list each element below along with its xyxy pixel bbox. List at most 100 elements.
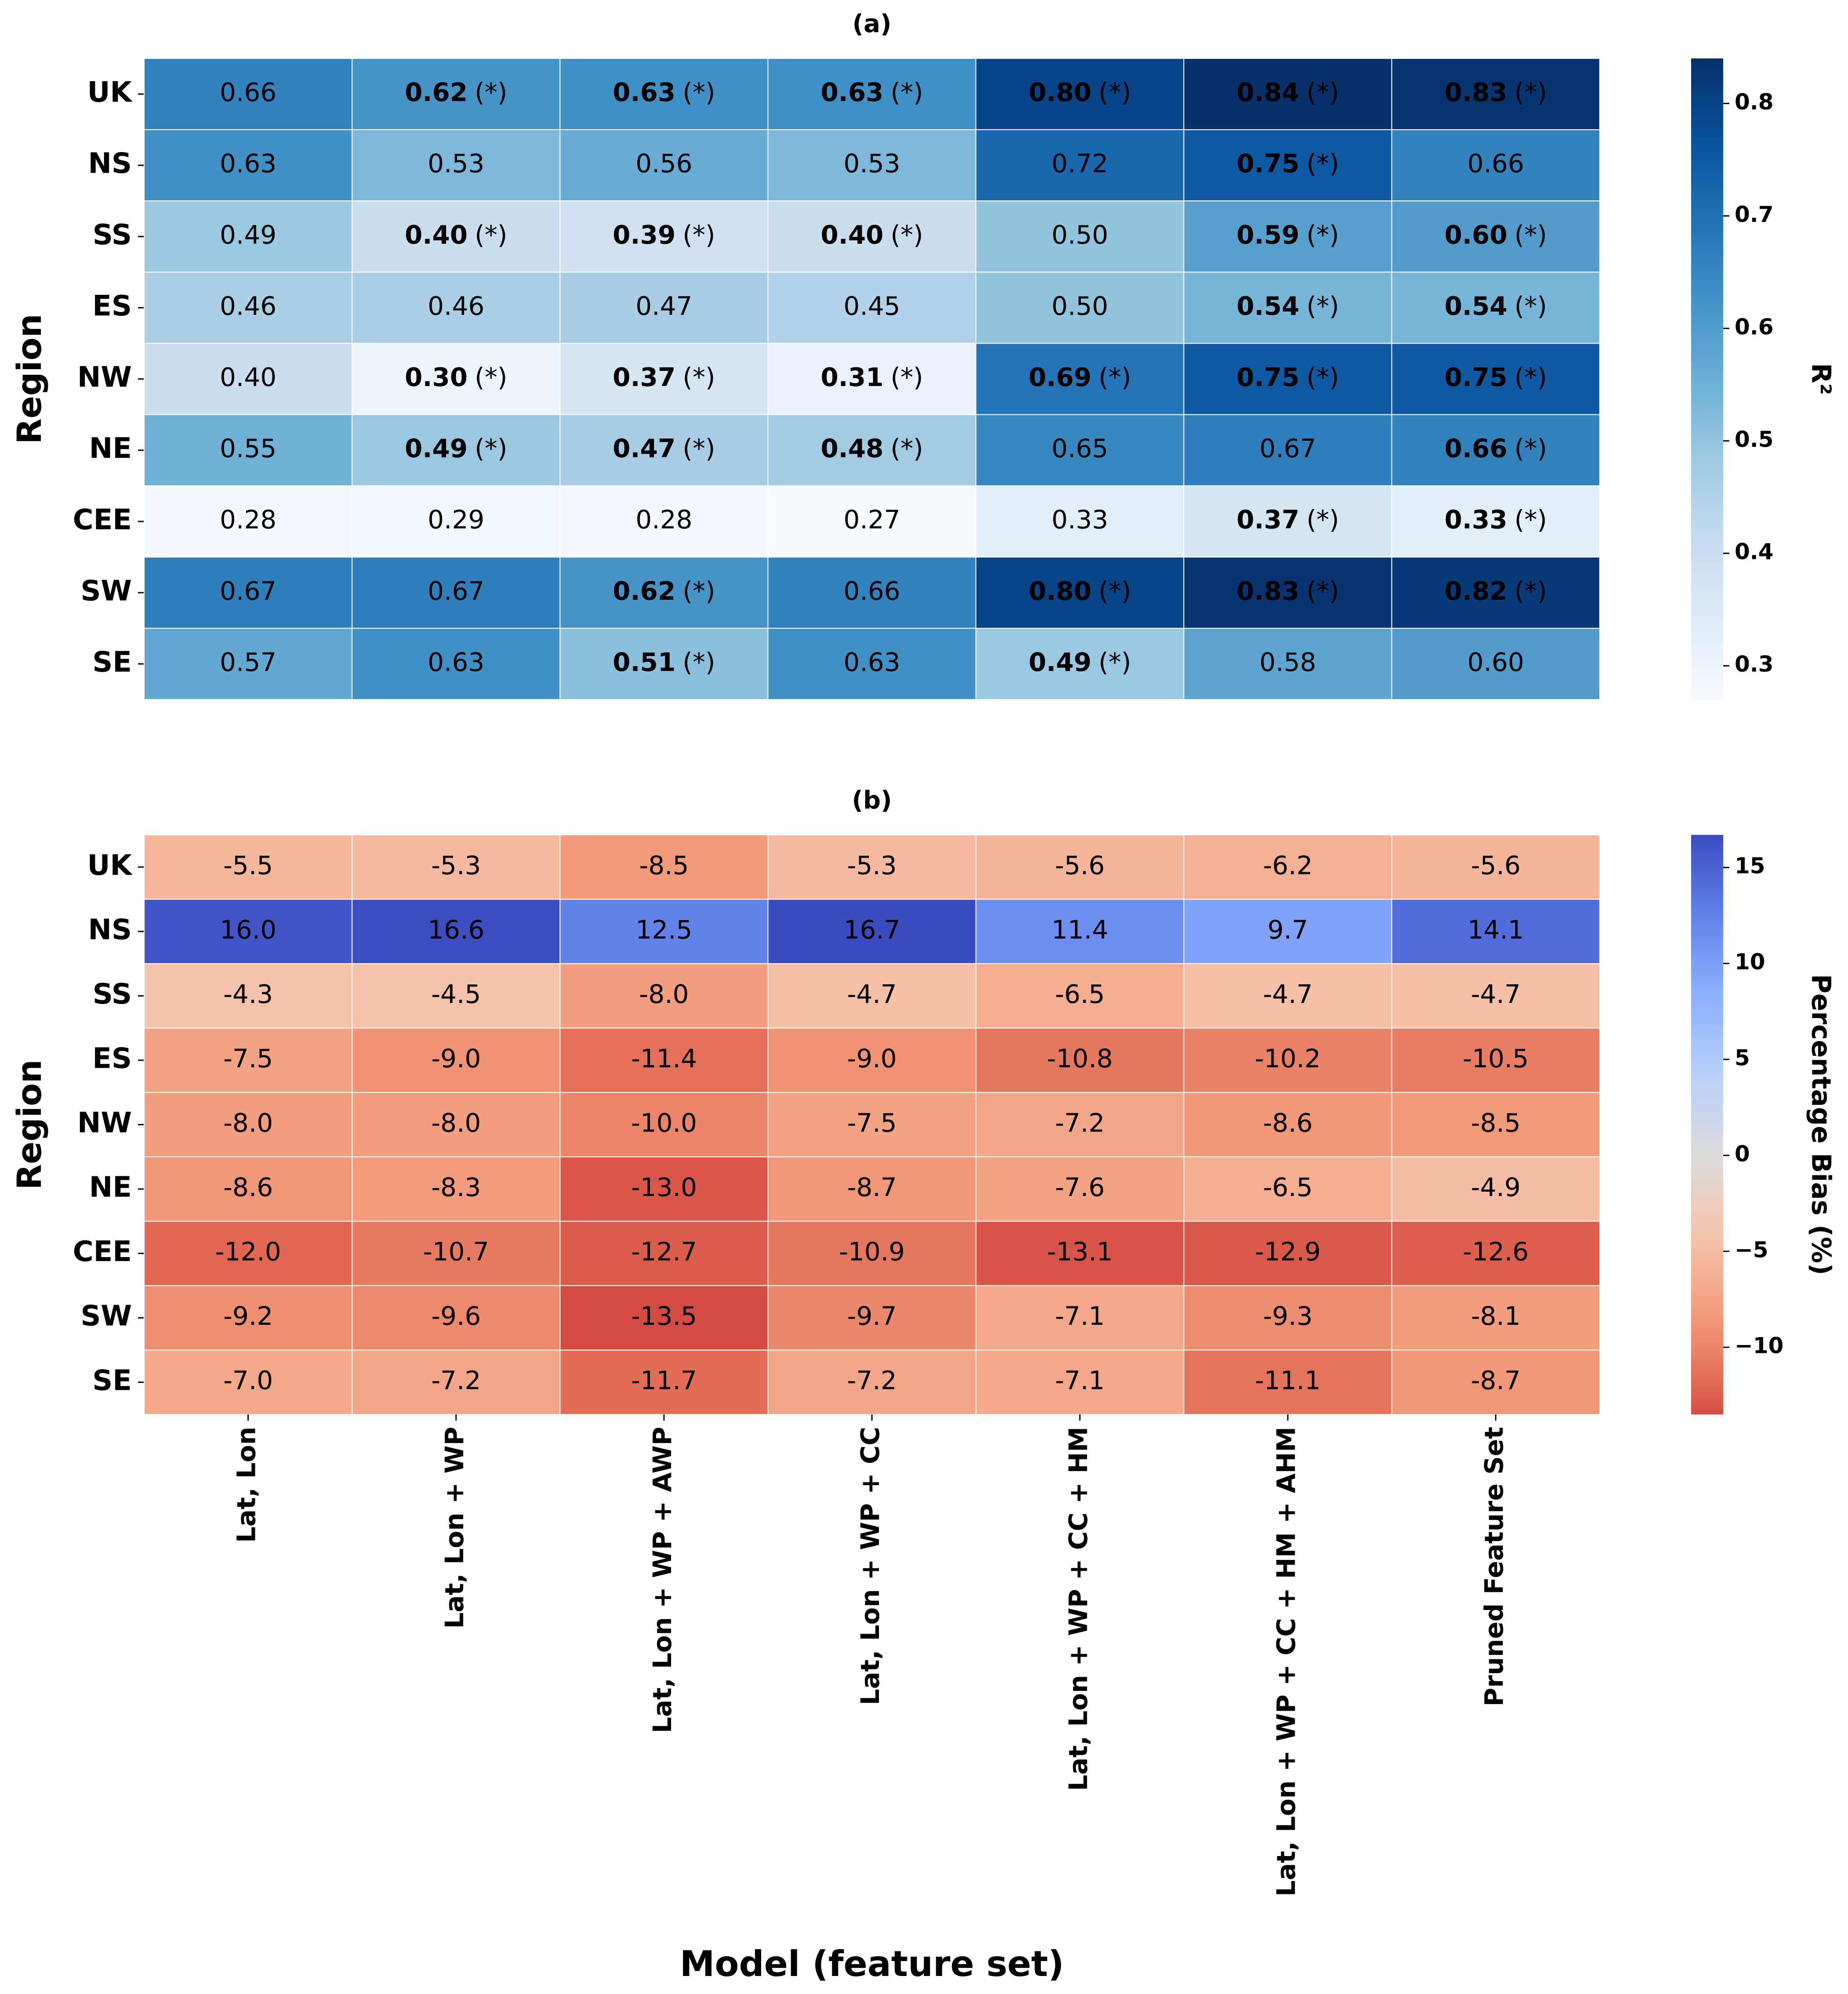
row-label: NW [77, 361, 132, 394]
cell-label: -7.6 [1055, 1172, 1105, 1202]
cell-value: 0.66 [843, 576, 900, 606]
cell-value: -8.7 [1471, 1366, 1521, 1396]
cell-value: 0.63 [613, 77, 675, 107]
heatmap-cell [1183, 272, 1392, 344]
row-label: SS [93, 219, 132, 251]
significance-marker: (*) [1514, 77, 1547, 107]
heatmap-cell [559, 834, 769, 900]
heatmap-cell [559, 129, 769, 202]
cell-label: 0.45 [843, 291, 900, 321]
significance-marker: (*) [890, 220, 923, 250]
cell-value: 0.37 [1237, 505, 1300, 535]
cell-label: 0.40 (*) [405, 220, 507, 250]
heatmap-cell [1183, 1156, 1392, 1222]
significance-marker: (*) [1307, 363, 1339, 392]
cell-label: -5.6 [1055, 850, 1105, 880]
cell-value: 0.28 [220, 505, 276, 535]
colorbar [1691, 835, 1723, 1414]
cell-value: 0.54 [1445, 291, 1507, 321]
cell-label: 9.7 [1267, 915, 1308, 945]
heatmap-cell [767, 834, 977, 900]
cell-value: 0.54 [1237, 291, 1300, 321]
cell-label: -4.7 [1471, 979, 1521, 1009]
cell-label: -7.1 [1055, 1366, 1105, 1396]
heatmap-cell [767, 1221, 977, 1286]
significance-marker: (*) [890, 434, 923, 464]
significance-marker: (*) [683, 434, 715, 464]
cell-value: -11.1 [1255, 1366, 1321, 1396]
cell-label: -12.9 [1255, 1237, 1321, 1267]
cell-value: 0.66 [1445, 434, 1507, 464]
cell-label: 0.75 (*) [1237, 363, 1339, 392]
cell-label: 0.51 (*) [613, 647, 715, 677]
cell-label: 0.59 (*) [1237, 220, 1339, 250]
cell-label: 16.0 [220, 915, 276, 945]
cell-value: 11.4 [1052, 915, 1108, 945]
cell-value: -5.6 [1471, 850, 1521, 880]
cell-value: 0.47 [635, 291, 692, 321]
heatmap-cell [1183, 343, 1392, 415]
heatmap-cell [1183, 834, 1392, 900]
heatmap-cell [1183, 1221, 1392, 1286]
cell-label: 0.40 [220, 363, 276, 392]
cell-value: 0.75 [1237, 363, 1300, 392]
heatmap-cell [1391, 1285, 1601, 1351]
cell-label: 0.66 [220, 77, 276, 107]
cell-label: 0.40 (*) [821, 220, 923, 250]
cell-label: 0.46 [220, 291, 276, 321]
cell-label: 0.69 (*) [1028, 363, 1131, 392]
cell-label: -8.0 [223, 1108, 273, 1138]
cell-value: 0.75 [1445, 363, 1507, 392]
cell-value: 0.33 [1052, 505, 1108, 535]
cell-label: -8.6 [1263, 1108, 1313, 1138]
heatmap-cell [975, 200, 1184, 273]
cell-value: 0.63 [220, 149, 276, 178]
column-label: Lat, Lon + WP [439, 1427, 469, 1629]
cell-label: -7.2 [431, 1366, 481, 1396]
significance-marker: (*) [475, 220, 507, 250]
heatmap-cell [1183, 200, 1392, 273]
cell-label: -9.0 [431, 1044, 481, 1073]
heatmap-cell [767, 485, 977, 558]
cell-label: 0.82 (*) [1445, 576, 1547, 606]
heatmap-cell [1183, 1027, 1392, 1093]
significance-marker: (*) [1307, 505, 1339, 535]
cell-value: -8.1 [1471, 1301, 1521, 1331]
cell-value: 0.50 [1052, 220, 1108, 250]
cell-value: -10.5 [1463, 1044, 1529, 1073]
cell-value: -9.2 [223, 1301, 273, 1331]
cell-label: 0.80 (*) [1028, 77, 1131, 107]
heatmap-cell [352, 343, 561, 415]
row-label: UK [87, 849, 133, 882]
cell-label: 0.62 (*) [613, 576, 715, 606]
cell-label: 0.39 (*) [613, 220, 715, 250]
cell-value: -8.7 [847, 1172, 897, 1202]
cell-label: -9.2 [223, 1301, 273, 1331]
cell-value: 16.6 [428, 915, 484, 945]
cell-value: 0.46 [220, 291, 276, 321]
heatmap-cell [559, 272, 769, 344]
cell-label: -13.0 [631, 1172, 697, 1202]
cell-label: -5.6 [1471, 850, 1521, 880]
cell-label: 0.58 [1260, 647, 1316, 677]
cell-value: -13.0 [631, 1172, 697, 1202]
cell-label: 0.67 [1260, 434, 1316, 464]
cell-value: -8.6 [223, 1172, 273, 1202]
heatmap-cell [767, 1349, 977, 1415]
cell-value: -12.9 [1255, 1237, 1321, 1267]
cell-value: -9.0 [431, 1044, 481, 1073]
cell-value: 0.30 [405, 363, 468, 392]
cell-value: -9.3 [1263, 1301, 1313, 1331]
column-label: Lat, Lon + WP + CC + HM + AHM [1271, 1427, 1301, 1896]
significance-marker: (*) [475, 363, 507, 392]
heatmap-cell [1183, 129, 1392, 202]
column-label: Lat, Lon + WP + AWP [647, 1427, 677, 1733]
heatmap-cell [975, 272, 1184, 344]
cell-label: -9.6 [431, 1301, 481, 1331]
cell-value: 0.51 [613, 647, 675, 677]
heatmap-cell [144, 129, 353, 202]
heatmap-cell [975, 129, 1184, 202]
heatmap-cell [559, 1221, 769, 1286]
heatmap-cell [352, 963, 561, 1029]
cell-label: 11.4 [1052, 915, 1108, 945]
